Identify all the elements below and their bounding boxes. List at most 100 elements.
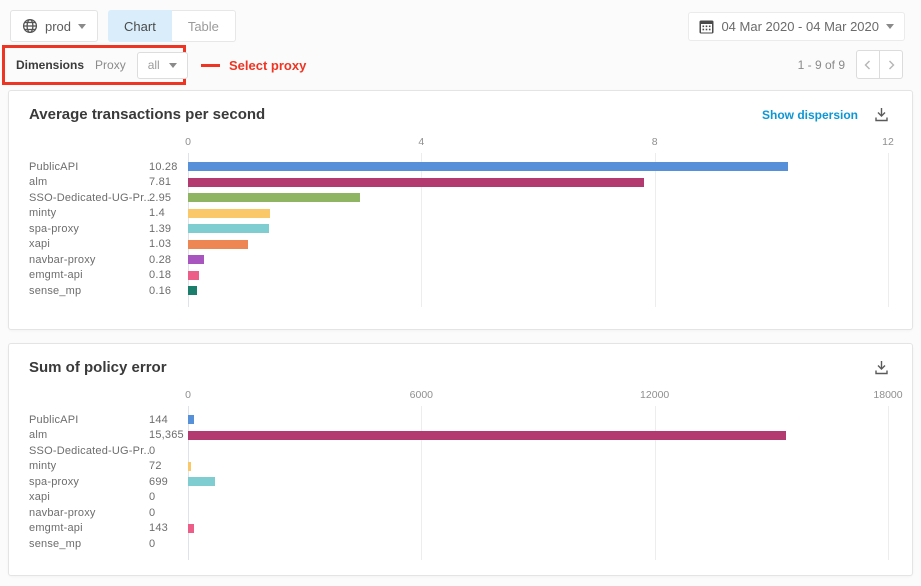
gridline — [421, 153, 423, 307]
bar — [188, 208, 270, 218]
caret-down-icon — [886, 23, 894, 29]
proxy-label: Proxy — [95, 58, 126, 72]
category-label: minty — [29, 460, 57, 473]
value-label: 0 — [149, 491, 156, 504]
chart-area: 0 4 8 12 PublicAPI alm SSO-Dedicated-UG-Pr...… — [9, 123, 912, 307]
category-label: spa-proxy — [29, 475, 80, 488]
axis: 0 4 8 12 — [185, 136, 894, 150]
axis-tick-label: 0 — [185, 136, 191, 148]
caret-down-icon — [168, 62, 177, 68]
value-label: 144 — [149, 413, 168, 426]
bar — [188, 286, 198, 296]
bar-row — [188, 283, 888, 299]
axis-tick-label: 12 — [882, 136, 894, 148]
value-label: 10.28 — [149, 160, 178, 173]
download-button[interactable] — [873, 359, 890, 376]
category-label: SSO-Dedicated-UG-Pr... — [29, 191, 149, 204]
date-range-button[interactable]: 04 Mar 2020 - 04 Mar 2020 — [688, 11, 905, 41]
category-label: sense_mp — [29, 284, 82, 297]
bar — [188, 177, 644, 187]
value-label: 2.95 — [149, 191, 172, 204]
download-icon — [875, 108, 888, 122]
calendar-icon — [699, 20, 714, 33]
bar-row — [188, 474, 888, 490]
axis-tick-label: 18000 — [873, 389, 903, 401]
annotation-text: Select proxy — [229, 57, 307, 73]
axis: 0 6000 12000 18000 — [185, 389, 903, 403]
bar — [188, 461, 191, 471]
pagination: 1 - 9 of 9 — [798, 50, 903, 79]
prev-page-button[interactable] — [856, 50, 880, 79]
bar-row — [188, 428, 888, 444]
annotation-highlight-box: Dimensions Proxy all — [2, 45, 188, 85]
axis-tick-label: 8 — [651, 136, 658, 148]
bar-row — [188, 175, 888, 191]
value-label: 0.16 — [149, 284, 172, 297]
axis-tick-label: 0 — [185, 389, 191, 401]
gridline — [421, 406, 423, 560]
gridline — [654, 153, 656, 307]
date-range-label: 04 Mar 2020 - 04 Mar 2020 — [721, 18, 879, 34]
bar-row — [188, 412, 888, 428]
bar-row — [188, 252, 888, 268]
axis-tick-label: 6000 — [409, 389, 434, 401]
value-label: 0.28 — [149, 253, 172, 266]
tab-chart[interactable]: Chart — [108, 10, 172, 42]
show-dispersion-link[interactable]: Show dispersion — [761, 107, 858, 122]
chart-card-policy-error: Sum of policy error 0 6000 12000 18000 Publ… — [8, 343, 913, 576]
category-label: alm — [29, 429, 48, 442]
annotation-dash — [201, 63, 220, 67]
labels-col: PublicAPI alm SSO-Dedicated-UG-Pr... minty s… — [29, 153, 149, 307]
bar-row — [188, 237, 888, 253]
environment-dropdown[interactable]: prod — [10, 10, 99, 42]
gridline — [888, 406, 889, 560]
values-col: 144 15,365 0 72 699 0 0 143 0 — [149, 406, 188, 560]
bar — [188, 255, 205, 265]
bar-row — [188, 159, 888, 175]
category-label: sense_mp — [29, 537, 82, 550]
values-col: 10.28 7.81 2.95 1.4 1.39 1.03 0.28 0.18 0.16 — [149, 153, 188, 307]
value-label: 0 — [149, 444, 156, 457]
proxy-selected-value: all — [147, 58, 160, 72]
pagination-range: 1 - 9 of 9 — [797, 57, 845, 72]
bar-row — [188, 490, 888, 506]
bar-row — [188, 459, 888, 475]
dimensions-label: Dimensions — [16, 58, 85, 72]
category-label: minty — [29, 207, 57, 220]
view-switcher: Chart Table — [108, 10, 236, 42]
chevron-right-icon — [889, 60, 895, 69]
value-label: 1.4 — [149, 207, 165, 220]
category-label: PublicAPI — [29, 160, 79, 173]
environment-label: prod — [45, 18, 72, 34]
proxy-dropdown[interactable]: all — [136, 51, 188, 79]
annotation: Select proxy — [201, 45, 306, 85]
download-button[interactable] — [873, 106, 890, 123]
tab-table[interactable]: Table — [171, 10, 236, 42]
axis-tick-label: 12000 — [640, 389, 670, 401]
labels-col: PublicAPI alm SSO-Dedicated-UG-Pr... minty s… — [29, 406, 149, 560]
value-label: 7.81 — [149, 176, 172, 189]
bar-row — [188, 443, 888, 459]
value-label: 1.03 — [149, 238, 172, 251]
bar-row — [188, 505, 888, 521]
category-label: SSO-Dedicated-UG-Pr... — [29, 444, 149, 457]
axis-tick-label: 4 — [418, 136, 425, 148]
bar — [188, 224, 270, 234]
value-label: 1.39 — [149, 222, 172, 235]
value-label: 699 — [149, 475, 168, 488]
next-page-button[interactable] — [879, 50, 903, 79]
category-label: PublicAPI — [29, 413, 79, 426]
download-icon — [875, 361, 888, 375]
pagination-buttons — [856, 50, 903, 79]
chart-title: Sum of policy error — [29, 359, 167, 376]
bar — [188, 477, 216, 487]
bar — [188, 193, 361, 203]
value-label: 0.18 — [149, 269, 172, 282]
bar-row — [188, 536, 888, 552]
chart-area: 0 6000 12000 18000 PublicAPI alm SSO-Dedicate… — [9, 376, 912, 560]
globe-icon — [22, 18, 38, 34]
bar — [188, 270, 199, 280]
bar — [188, 430, 786, 440]
category-label: alm — [29, 176, 48, 189]
